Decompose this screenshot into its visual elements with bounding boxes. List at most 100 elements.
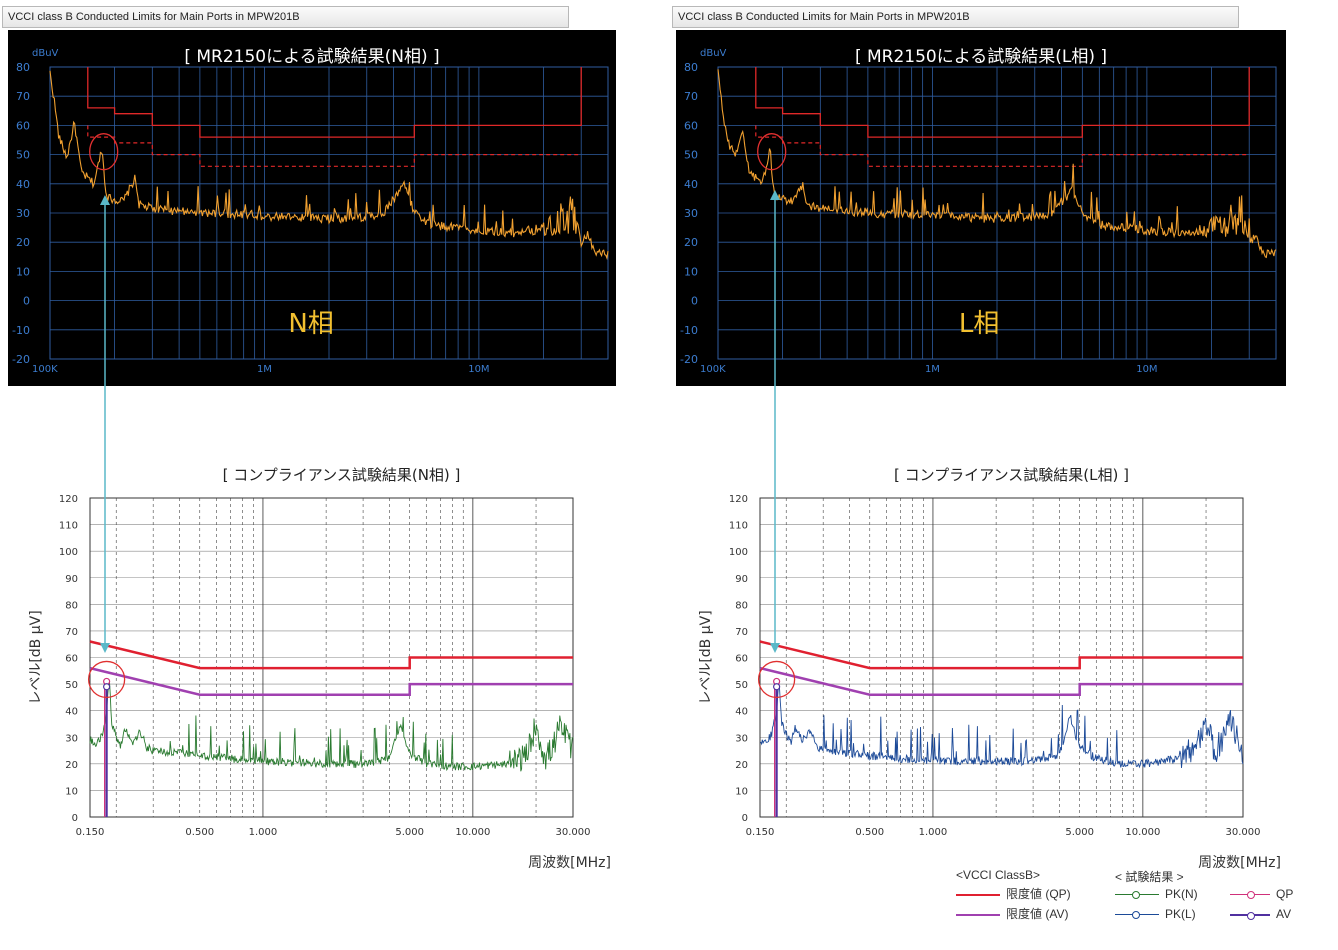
y-tick-label: 30 (65, 733, 78, 744)
x-tick-label: 10M (468, 364, 489, 375)
x-tick-label: 5.000 (395, 827, 424, 838)
compliance-chart-l: [ コンプライアンス試験結果(L相) ] 0 10 20 30 40 50 60 70 80 90 1… (698, 466, 1281, 870)
window-title-n: VCCI class B Conducted Limits for Main P… (2, 6, 569, 28)
legend-label-pk-n: PK(N) (1165, 887, 1198, 901)
x-tick-label: 1.000 (919, 827, 948, 838)
x-tick-label: 30.000 (556, 827, 591, 838)
compliance-chart-n: [ コンプライアンス試験結果(N相) ] 0 10 20 30 40 50 60 70 80 90 1… (28, 466, 611, 870)
highlight-circle (757, 133, 787, 171)
phase-label: N相 (288, 309, 333, 339)
y-tick-label: 40 (16, 178, 30, 191)
pk-trace (89, 680, 574, 772)
highlight-circle (87, 660, 126, 699)
y-tick-label: 120 (729, 494, 748, 505)
x-tick-label: 1.000 (249, 827, 278, 838)
y-tick-label: 70 (65, 627, 78, 638)
legend-label-av-limit: 限度値 (AV) (1006, 907, 1069, 921)
y-tick-label: 70 (684, 90, 698, 103)
legend-item-pk-l: PK(L) (1115, 906, 1196, 922)
x-tick-label: 1M (925, 364, 940, 375)
spectrum-trace (717, 69, 1277, 259)
y-tick-label: 120 (59, 494, 78, 505)
qp-limit-line (755, 67, 1250, 138)
y-axis-label: レベル[dB μV] (698, 610, 714, 704)
x-tick-label: 10.000 (455, 827, 490, 838)
legend: <VCCI ClassB> < 試験結果 > 限度値 (QP) 限度値 (AV)… (950, 868, 1338, 948)
y-tick-label: 30 (16, 207, 30, 220)
pk-trace (759, 682, 1244, 769)
x-axis-label: 周波数[MHz] (528, 855, 611, 870)
y-tick-label: 20 (16, 236, 30, 249)
plot-frame (717, 66, 1277, 360)
y-tick-label: -20 (12, 353, 30, 366)
y-tick-label: 60 (65, 654, 78, 665)
legend-item-qp: QP (1230, 886, 1293, 902)
x-tick-label: 10M (1136, 364, 1157, 375)
y-tick-label: 40 (684, 178, 698, 191)
legend-label-qp-limit: 限度値 (QP) (1006, 887, 1071, 901)
x-axis-label: 周波数[MHz] (1198, 855, 1281, 870)
x-tick-label: 0.500 (855, 827, 884, 838)
scope-title: [ MR2150による試験結果(N相) ] (184, 47, 439, 67)
y-axis-label: レベル[dB μV] (28, 610, 44, 704)
y-tick-label: 50 (735, 680, 748, 691)
y-tick-label: 10 (16, 265, 30, 278)
av-marker (103, 683, 111, 691)
av-limit-line (759, 666, 1243, 696)
highlight-circle (757, 660, 796, 699)
y-tick-label: 30 (684, 207, 698, 220)
y-tick-label: 20 (65, 760, 78, 771)
qp-limit-line (87, 67, 582, 138)
y-tick-label: 100 (59, 547, 78, 558)
x-tick-label: 0.150 (76, 827, 105, 838)
x-tick-label: 100K (32, 364, 58, 375)
x-tick-label: 1M (257, 364, 272, 375)
legend-label-av: AV (1276, 907, 1292, 921)
y-tick-label: 90 (735, 574, 748, 585)
y-tick-label: 70 (735, 627, 748, 638)
y-tick-label: 60 (16, 119, 30, 132)
y-tick-label: 20 (684, 236, 698, 249)
legend-swatch-pk-l (1115, 911, 1159, 920)
window-title-l: VCCI class B Conducted Limits for Main P… (672, 6, 1239, 28)
legend-item-av: AV (1230, 906, 1291, 922)
av-limit-line (755, 125, 1250, 167)
y-tick-label: 40 (735, 707, 748, 718)
x-tick-label: 0.500 (185, 827, 214, 838)
y-tick-label: 10 (65, 786, 78, 797)
y-tick-label: 70 (16, 90, 30, 103)
highlight-circle (89, 133, 119, 171)
av-limit-line (87, 125, 582, 167)
y-tick-label: 10 (684, 265, 698, 278)
legend-item-pk-n: PK(N) (1115, 886, 1198, 902)
legend-label-pk-l: PK(L) (1165, 907, 1196, 921)
legend-item-qp-limit: 限度値 (QP) (956, 886, 1071, 902)
x-tick-label: 100K (700, 364, 726, 375)
spectrum-trace (49, 70, 609, 261)
y-tick-label: 50 (684, 149, 698, 162)
y-axis-unit: dBuV (700, 48, 727, 59)
av-limit-line (89, 666, 573, 696)
y-tick-label: 60 (684, 119, 698, 132)
y-tick-label: 0 (691, 295, 698, 308)
chart-title: [ コンプライアンス試験結果(L相) ] (894, 466, 1129, 484)
scope-title: [ MR2150による試験結果(L相) ] (855, 47, 1107, 67)
legend-result-title: < 試験結果 > (1115, 870, 1184, 884)
x-tick-label: 5.000 (1065, 827, 1094, 838)
y-tick-label: 80 (684, 61, 698, 74)
x-tick-label: 0.150 (746, 827, 775, 838)
y-tick-label: 50 (65, 680, 78, 691)
y-tick-label: 60 (735, 654, 748, 665)
y-tick-label: 80 (735, 600, 748, 611)
legend-swatch-qp-limit (956, 893, 1000, 896)
y-axis-unit: dBuV (32, 48, 59, 59)
y-tick-label: 110 (729, 521, 748, 532)
y-tick-label: 10 (735, 786, 748, 797)
plot-frame (49, 66, 609, 360)
y-tick-label: 80 (16, 61, 30, 74)
y-tick-label: 90 (65, 574, 78, 585)
y-tick-label: -20 (680, 353, 698, 366)
y-tick-label: 110 (59, 521, 78, 532)
